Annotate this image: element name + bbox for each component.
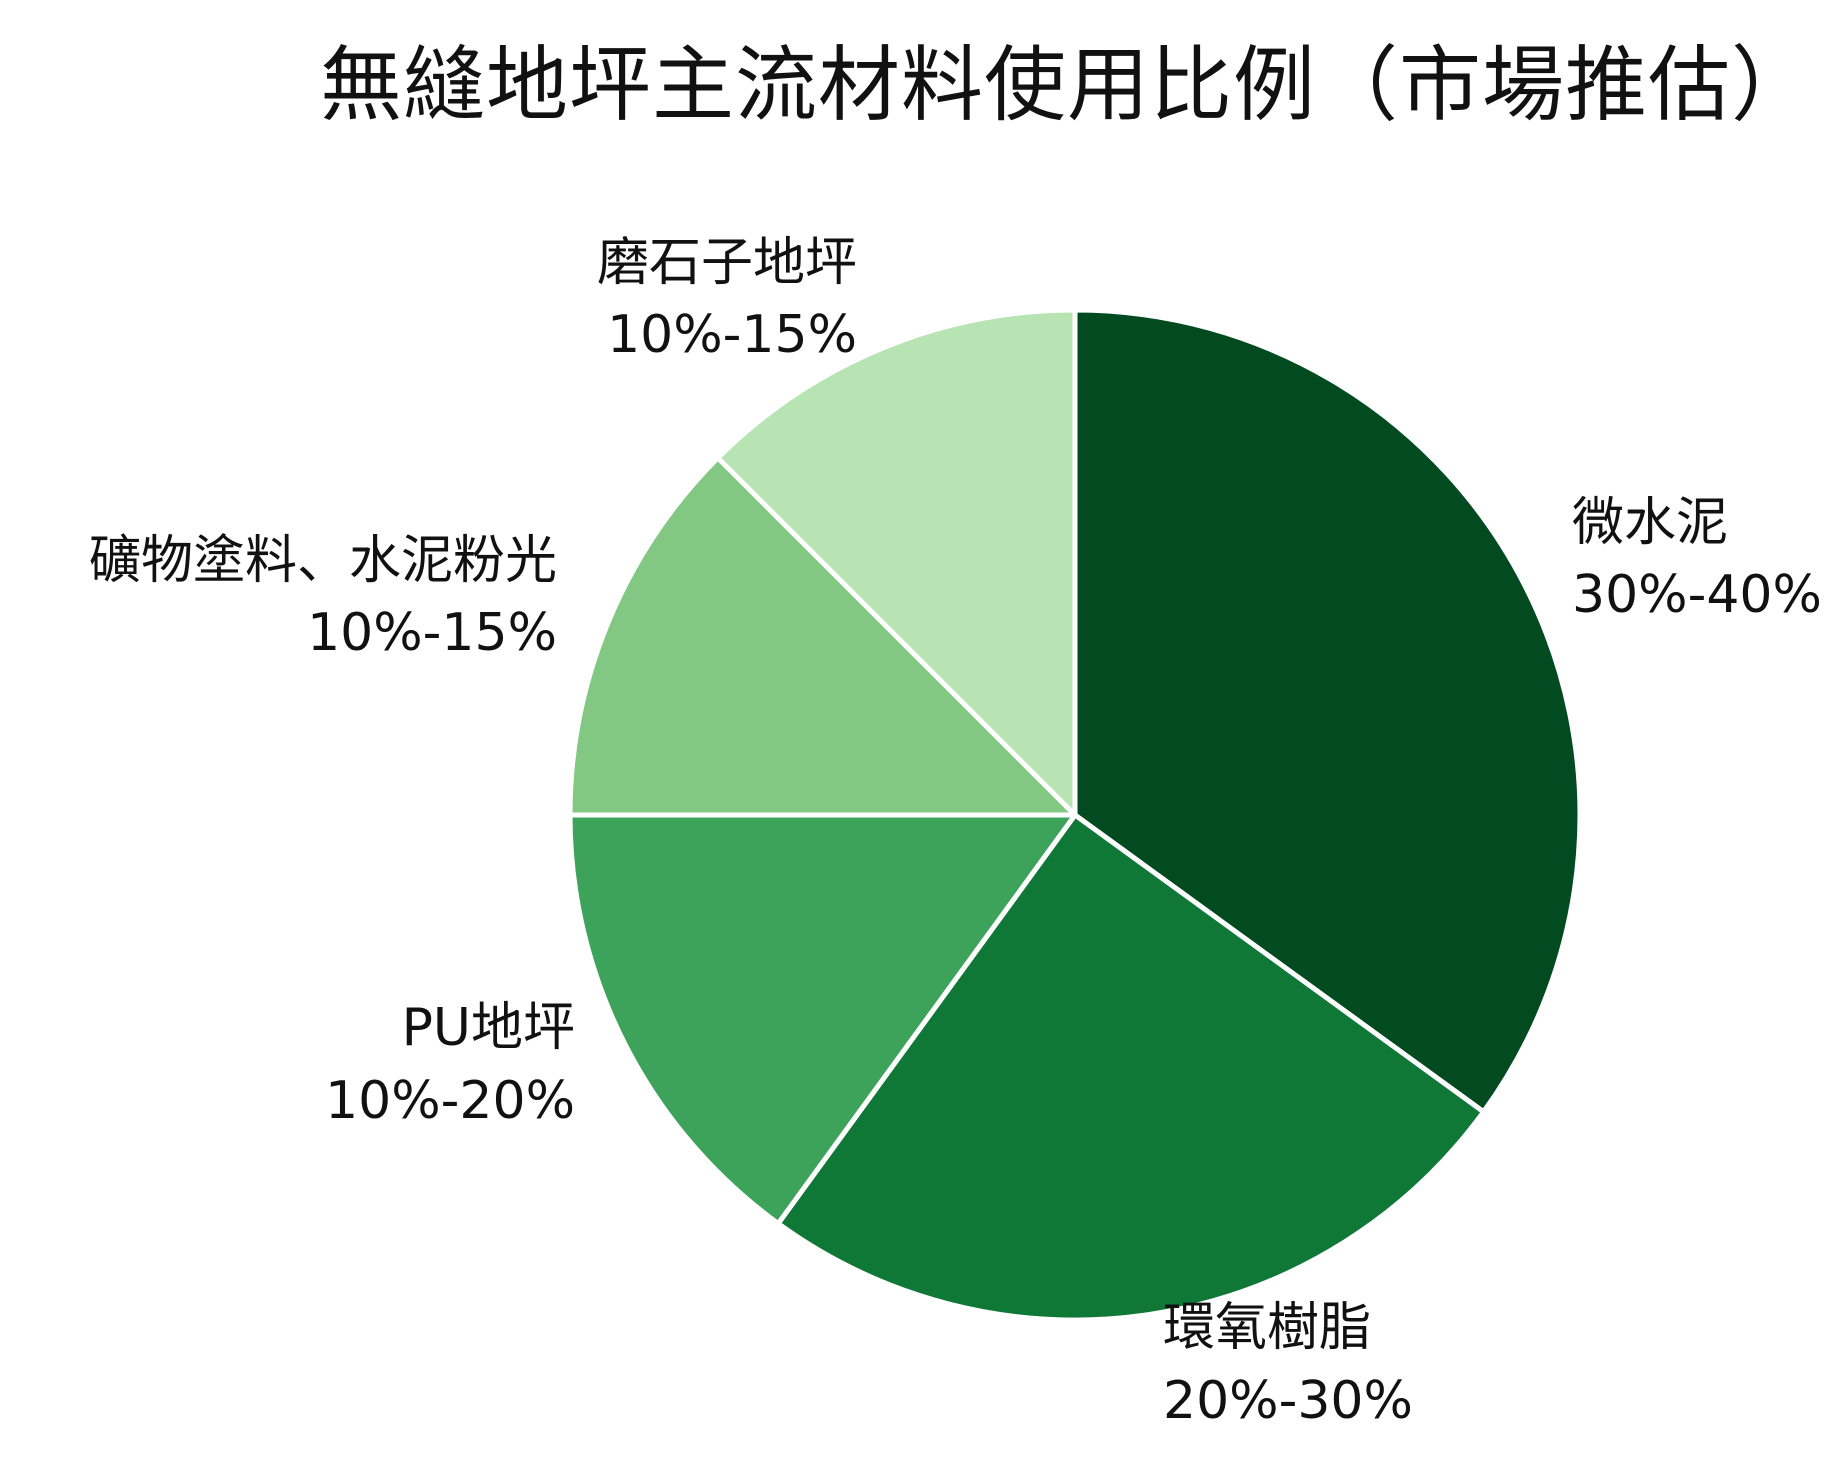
slice-label-range: 30%-40%	[1572, 565, 1822, 625]
slice-label-range: 10%-20%	[325, 1071, 575, 1131]
pie-labels: 微水泥 30%-40% 環氧樹脂 20%-30% PU地坪 10%-20% 礦物塗料、水泥粉…	[89, 233, 1822, 1431]
pie-slice-2	[775, 812, 1487, 1323]
pie-slices	[567, 307, 1583, 1323]
slice-label-range: 10%-15%	[607, 305, 857, 365]
slice-label-name: PU地坪	[402, 998, 575, 1058]
pie-slice-5	[715, 307, 1078, 818]
slice-label-name: 礦物塗料、水泥粉光	[89, 531, 557, 591]
pie-slice-4	[567, 455, 1078, 818]
slice-label-range: 20%-30%	[1163, 1371, 1413, 1431]
chart-title: 無縫地坪主流材料使用比例（市場推估）	[320, 38, 1815, 133]
slice-label-name: 微水泥	[1572, 493, 1728, 553]
pie-slice-3	[567, 812, 1078, 1227]
pie-slice-1	[1072, 307, 1583, 1115]
slice-label-name: 環氧樹脂	[1163, 1298, 1371, 1358]
slice-label-name: 磨石子地坪	[597, 233, 857, 293]
slice-label-range: 10%-15%	[307, 603, 557, 663]
